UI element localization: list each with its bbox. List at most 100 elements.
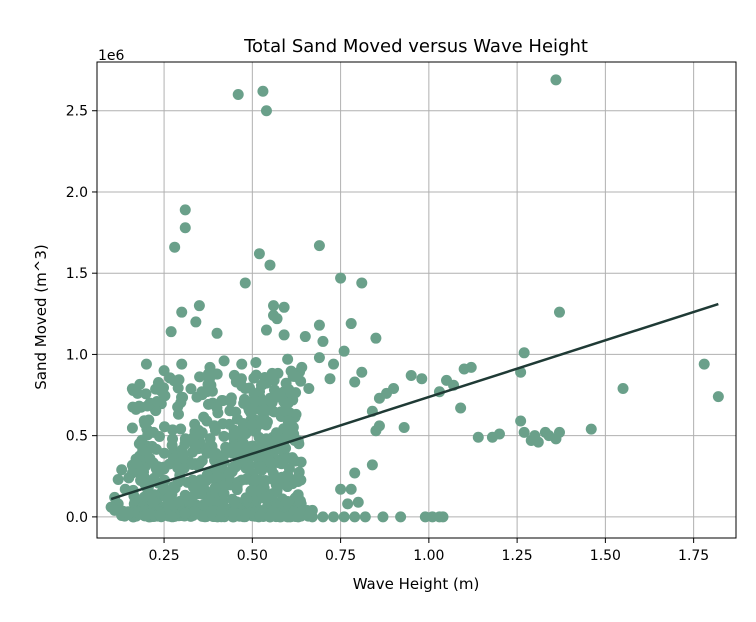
scatter-point [140,358,152,370]
scatter-point [335,483,347,495]
scatter-point [188,481,200,493]
scatter-point [370,425,382,437]
scatter-point [166,439,178,451]
scatter-point [455,402,467,414]
scatter-point [370,332,382,344]
scatter-point [338,345,350,357]
scatter-point [313,319,325,331]
scatter-point [275,511,287,523]
x-tick-label: 0.75 [325,548,356,564]
scatter-point [163,458,175,470]
scatter-point [248,372,260,384]
scatter-point [295,456,307,468]
scatter-point [202,398,214,410]
scatter-point [236,358,248,370]
scatter-point [186,458,198,470]
trendline-segment [110,302,719,501]
scatter-point [176,306,188,318]
scatter-point [553,426,565,438]
scatter-point [217,418,229,430]
scatter-point [328,511,340,523]
scatter-point [204,361,216,373]
scatter-point [178,449,190,461]
scatter-point [116,464,128,476]
scatter-point [266,367,278,379]
y-axis-ticks: 0.0 0.5 1.0 1.5 2.0 2.5 [66,104,97,526]
x-axis-label: Wave Height (m) [353,575,480,593]
y-axis-label: Sand Moved (m^3) [32,244,50,389]
y-tick-label: 2.0 [66,185,88,201]
scatter-point [291,472,303,484]
scatter-point [264,511,276,523]
trendline [110,302,719,501]
scatter-point [306,511,318,523]
scatter-point [204,433,216,445]
scatter-point [187,432,199,444]
scatter-point [206,385,218,397]
scatter-point [123,472,135,484]
scatter-point [205,505,217,517]
scatter-point [177,391,189,403]
scatter-point [257,85,269,97]
scatter-point [179,204,191,216]
scatter-point [139,418,151,430]
scatter-point [163,492,175,504]
scatter-point [553,306,565,318]
x-axis-ticks: 0.25 0.50 0.75 1.00 1.25 1.50 1.75 [148,538,709,564]
scatter-point [271,313,283,325]
scatter-point [278,329,290,341]
scatter-point [398,422,410,434]
scatter-point [253,248,265,260]
y-tick-label: 1.5 [66,266,88,282]
scatter-point [280,442,292,454]
scatter-point [313,240,325,252]
scatter-point [380,387,392,399]
scatter-point [188,505,200,517]
scatter-point [211,327,223,339]
scatter-point [268,474,280,486]
scatter-point [345,483,357,495]
x-tick-label: 0.50 [237,548,268,564]
scatter-point [356,277,368,289]
scatter-point [176,358,188,370]
scatter-point [493,428,505,440]
scatter-point [405,370,417,382]
scatter-point [225,396,237,408]
scatter-point [292,511,304,523]
scatter-point [240,462,252,474]
scatter-point [226,493,238,505]
scatter-point [238,426,250,438]
scatter-point [260,324,272,336]
scatter-point [256,395,268,407]
scatter-point [259,491,271,503]
scatter-point [156,386,168,398]
scatter-point [255,379,267,391]
y-offset-label: 1e6 [98,48,125,64]
scatter-point [395,511,407,523]
scatter-point [169,482,181,494]
x-tick-label: 0.25 [148,548,179,564]
scatter-point [227,507,239,519]
scatter-point [271,434,283,446]
scatter-point [218,355,230,367]
scatter-point [240,508,252,520]
y-tick-label: 0.0 [66,510,88,526]
scatter-point [265,457,277,469]
scatter-point [324,373,336,385]
scatter-point [264,259,276,271]
scatter-point [278,301,290,313]
scatter-point [168,375,180,387]
scatter-point [698,358,710,370]
scatter-point [338,511,350,523]
scatter-point [228,369,240,381]
scatter-point [137,444,149,456]
scatter-point [345,318,357,330]
scatter-point [260,419,272,431]
scatter-point [172,408,184,420]
scatter-point [518,426,530,438]
x-tick-label: 1.25 [502,548,533,564]
scatter-point [119,483,131,495]
scatter-point [130,457,142,469]
scatter-point [342,498,354,510]
scatter-point [276,458,288,470]
